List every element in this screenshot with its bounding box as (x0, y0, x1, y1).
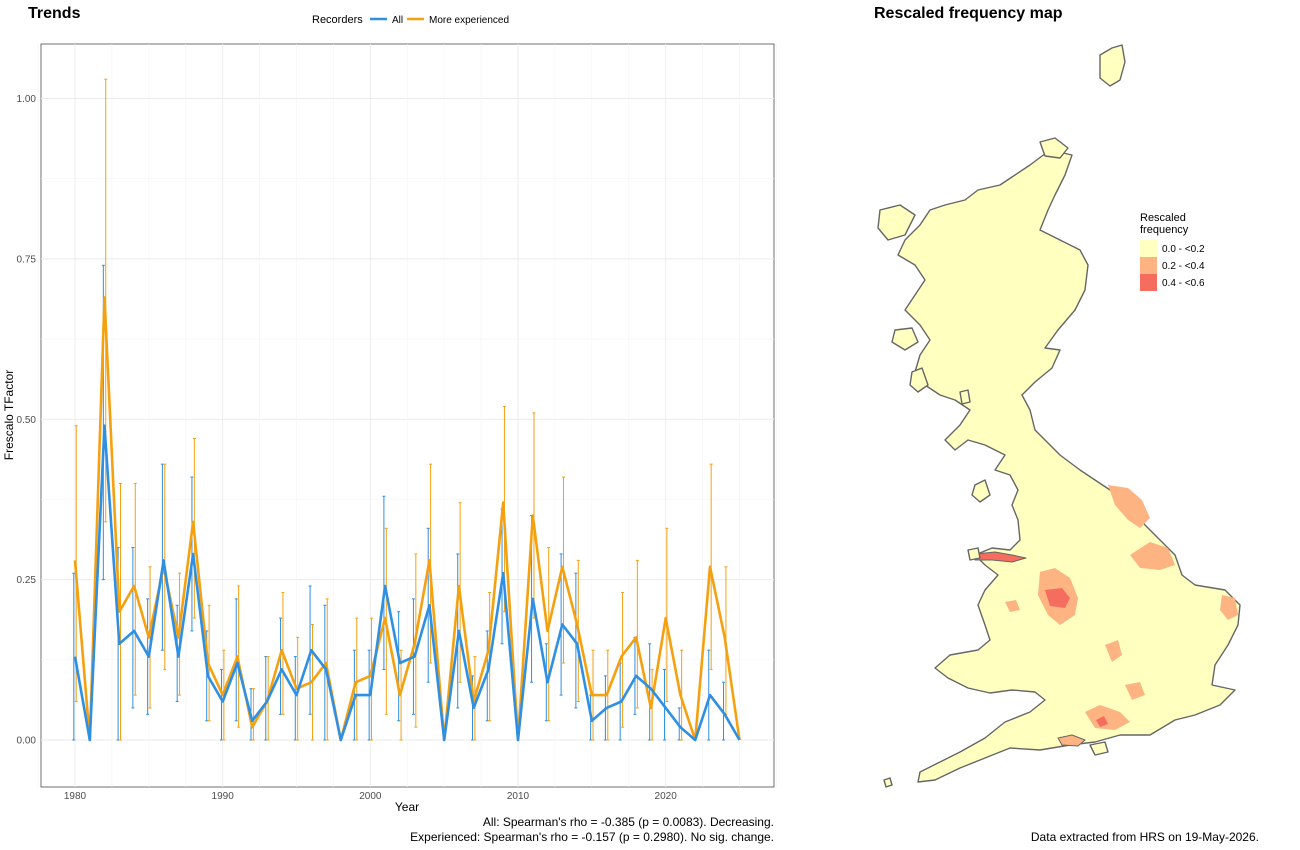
great-britain-landmass (897, 149, 1241, 783)
freq-patch-wales-mid (1005, 600, 1020, 612)
map-legend-swatch-1 (1140, 240, 1157, 257)
y-tick-label: 1.00 (17, 94, 37, 105)
trends-title: Trends (28, 5, 81, 22)
map-legend-label-1: 0.0 - <0.2 (1162, 244, 1205, 255)
freq-patch-midlands (1105, 640, 1122, 662)
map-title: Rescaled frequency map (874, 5, 1063, 22)
x-tick-label: 2010 (507, 791, 530, 802)
map-legend-swatch-2 (1140, 257, 1157, 274)
freq-patch-south-downs (1085, 705, 1130, 730)
x-tick-label: 1980 (64, 791, 87, 802)
island-orkney (1039, 137, 1069, 159)
y-tick-label: 0.25 (17, 575, 37, 586)
map-legend-label-3: 0.4 - <0.6 (1162, 278, 1205, 289)
legend-label-all: All (392, 15, 403, 26)
x-tick-label: 2020 (655, 791, 678, 802)
island-anglesey (967, 547, 981, 561)
plot-grid (37, 44, 777, 787)
island-wight (1089, 741, 1109, 756)
freq-patch-yorkshire (1108, 485, 1150, 528)
island-mull (891, 327, 919, 351)
data-source-footer: Data extracted from HRS on 19-May-2026. (1031, 830, 1259, 844)
trends-legend: Recorders All More experienced (312, 14, 509, 26)
freq-patch-wales-north (974, 551, 1027, 563)
island-shetland (1099, 44, 1126, 87)
series-lines (73, 296, 741, 742)
freq-patch-chilterns (1125, 682, 1145, 700)
freq-patch-lincolnshire (1130, 542, 1175, 570)
island-skye (877, 204, 916, 241)
freq-patch-dorset (1057, 734, 1086, 747)
trend-stat-all: All: Spearman's rho = -0.385 (p = 0.0083… (483, 815, 774, 829)
series-line-all (73, 424, 741, 742)
map-legend-title-line1: Rescaled (1140, 212, 1186, 224)
island-islay (909, 367, 929, 393)
map-legend-title-line2: frequency (1140, 224, 1189, 236)
x-axis-ticks: 1980 1990 2000 2010 2020 (64, 791, 677, 802)
series-line-experienced (73, 296, 741, 742)
y-tick-label: 0.50 (17, 415, 37, 426)
map-legend-swatch-3 (1140, 274, 1157, 291)
legend-title: Recorders (312, 14, 363, 26)
freq-patch-east-anglia (1220, 595, 1238, 620)
map-legend-label-2: 0.2 - <0.4 (1162, 261, 1205, 272)
trend-stat-experienced: Experienced: Spearman's rho = -0.157 (p … (410, 830, 774, 844)
y-tick-label: 0.00 (17, 736, 37, 747)
legend-label-experienced: More experienced (429, 15, 509, 26)
x-tick-label: 2000 (359, 791, 382, 802)
uk-map (877, 44, 1241, 788)
x-tick-label: 1990 (212, 791, 235, 802)
island-arran (959, 389, 971, 405)
x-axis-title: Year (395, 800, 419, 814)
map-legend: Rescaled frequency 0.0 - <0.2 0.2 - <0.4… (1140, 212, 1205, 291)
island-man (971, 479, 991, 503)
freq-patch-south-downs-high (1096, 716, 1108, 727)
y-tick-label: 0.75 (17, 254, 37, 265)
freq-patch-peak-district-high (1045, 588, 1070, 608)
island-scilly (883, 777, 893, 788)
y-axis-ticks: 0.00 0.25 0.50 0.75 1.00 (17, 94, 37, 747)
y-axis-title: Frescalo TFactor (2, 370, 16, 460)
